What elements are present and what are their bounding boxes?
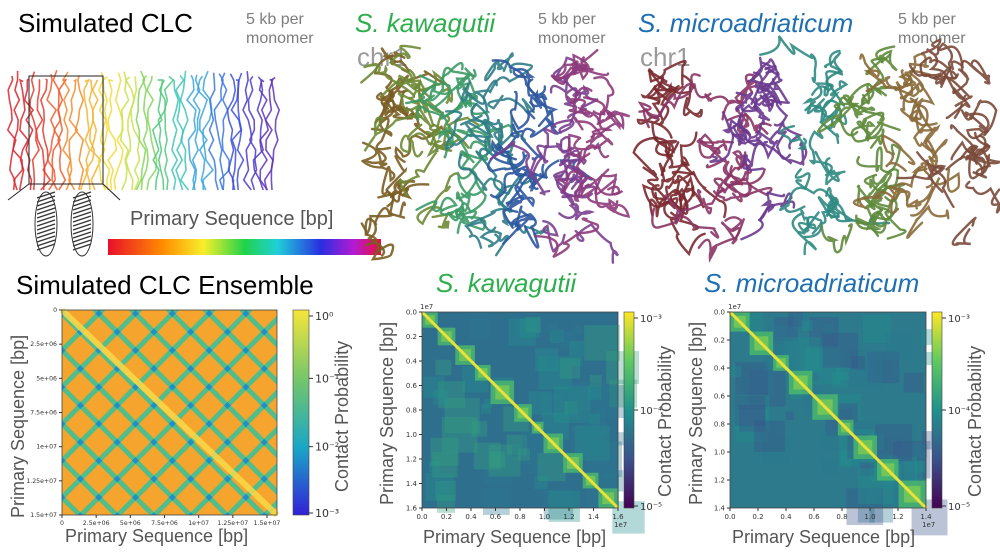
svg-text:10⁻⁴: 10⁻⁴ [640,406,662,417]
svg-text:1.2: 1.2 [714,476,725,484]
svg-text:0.8: 0.8 [514,513,525,521]
svg-text:1.2: 1.2 [406,455,417,463]
svg-text:10⁻³: 10⁻³ [640,314,662,325]
svg-text:1.0: 1.0 [406,431,417,439]
svg-text:1.4: 1.4 [920,513,932,521]
mic-colorbar [931,311,943,509]
svg-text:0.8: 0.8 [714,420,725,428]
svg-text:10⁻⁵: 10⁻⁵ [640,502,662,513]
svg-text:0: 0 [60,520,64,527]
svg-text:0: 0 [53,307,57,314]
kaw-ylabel: Primary Sequence [bp] [377,321,397,505]
svg-text:10⁻¹: 10⁻¹ [315,372,339,385]
svg-text:0.4: 0.4 [406,357,418,365]
svg-text:1e7: 1e7 [614,521,627,529]
kaw-heatmap-figure: 0.0 0.0 0.2 0.2 0.4 0.4 0.6 0.6 0.8 0.8 1.0 1.0 1.2 1… [406,303,662,534]
svg-text:10⁰: 10⁰ [315,310,334,323]
svg-text:0.2: 0.2 [441,513,452,521]
svg-text:0.4: 0.4 [780,513,792,521]
svg-text:1.2: 1.2 [892,513,903,521]
svg-text:1.0: 1.0 [714,448,725,456]
svg-text:7.5e+06: 7.5e+06 [30,410,57,417]
kaw-species-title: S. kawagutii [355,8,496,38]
ensemble-heatmap-figure: 0 0 2.5e+06 2.5e+06 5e+06 5e+06 7.5e+06 7.5e+06… [26,307,339,527]
svg-text:1.25e+07: 1.25e+07 [218,520,249,527]
svg-text:10⁻⁵: 10⁻⁵ [948,502,970,513]
svg-text:1.0: 1.0 [539,513,550,521]
mic-colorbar-label: Contact Probability [965,345,985,497]
sequence-color-bar [108,239,381,255]
svg-text:0.6: 0.6 [808,513,820,521]
svg-text:1.25e+07: 1.25e+07 [26,478,57,485]
svg-text:1e7: 1e7 [922,521,935,529]
svg-text:0.4: 0.4 [465,513,477,521]
svg-text:0.0: 0.0 [416,513,427,521]
svg-text:10⁻⁴: 10⁻⁴ [948,406,970,417]
svg-text:1e+07: 1e+07 [188,520,209,527]
svg-text:5e+06: 5e+06 [36,375,57,382]
kaw-heatmap-title: S. kawagutii [436,268,577,298]
simulated-clc-title: Simulated CLC [18,8,193,38]
kaw-structure [360,44,631,264]
mic-species-title: S. microadriaticum [638,8,854,38]
svg-text:5e+06: 5e+06 [120,520,141,527]
svg-text:2.5e+06: 2.5e+06 [30,341,57,348]
svg-text:0.2: 0.2 [714,336,725,344]
mic-monomer-note: 5 kb per monomer [898,11,966,47]
sim-monomer-note: 5 kb per monomer [246,11,314,47]
svg-text:0.0: 0.0 [724,513,735,521]
sequence-bar-label: Primary Sequence [bp] [130,208,334,230]
svg-text:2.5e+06: 2.5e+06 [83,520,110,527]
mic-heatmap-title: S. microadriaticum [704,268,920,298]
chromonema-detail [34,191,94,257]
svg-text:1e7: 1e7 [728,303,741,311]
svg-text:0.4: 0.4 [714,364,726,372]
svg-text:0.0: 0.0 [714,308,725,316]
svg-text:0.0: 0.0 [406,308,417,316]
ensemble-title: Simulated CLC Ensemble [16,270,314,300]
mic-structure [632,35,1000,263]
svg-text:0.8: 0.8 [836,513,847,521]
svg-text:1.4: 1.4 [714,504,726,512]
kaw-colorbar [623,311,635,509]
mic-heatmap-figure: 0.0 0.0 0.2 0.2 0.4 0.4 0.6 0.6 0.8 0.8 1.0 1.0 1.2 1… [714,303,970,536]
svg-text:1e7: 1e7 [420,303,433,311]
svg-text:1e+07: 1e+07 [36,444,57,451]
ensemble-colorbar-label: Contact Probability [332,340,352,492]
ensemble-xlabel: Primary Sequence [bp] [65,526,249,546]
mic-xlabel: Primary Sequence [bp] [732,527,916,547]
simulated-clc-structure [6,70,381,257]
svg-text:0.2: 0.2 [752,513,763,521]
svg-text:10⁻³: 10⁻³ [948,314,970,325]
svg-text:0.6: 0.6 [714,392,726,400]
svg-text:0.2: 0.2 [406,333,417,341]
svg-text:1.4: 1.4 [406,480,418,488]
svg-text:7.5e+06: 7.5e+06 [151,520,178,527]
mic-ylabel: Primary Sequence [bp] [686,321,706,505]
svg-text:10⁻³: 10⁻³ [315,507,339,520]
svg-text:1.2: 1.2 [563,513,574,521]
ensemble-ylabel: Primary Sequence [bp] [8,334,28,518]
svg-text:0.6: 0.6 [406,382,418,390]
svg-text:1.0: 1.0 [864,513,875,521]
svg-text:1.5e+07: 1.5e+07 [30,512,57,519]
svg-text:0.8: 0.8 [406,406,417,414]
svg-text:0.6: 0.6 [490,513,502,521]
svg-text:1.4: 1.4 [588,513,600,521]
svg-text:10⁻²: 10⁻² [315,441,339,454]
svg-text:1.5e+07: 1.5e+07 [254,520,281,527]
kaw-monomer-note: 5 kb per monomer [538,11,606,47]
svg-text:1.6: 1.6 [406,504,418,512]
kaw-xlabel: Primary Sequence [bp] [423,527,607,547]
ensemble-colorbar [292,309,310,516]
svg-text:1.6: 1.6 [612,513,624,521]
